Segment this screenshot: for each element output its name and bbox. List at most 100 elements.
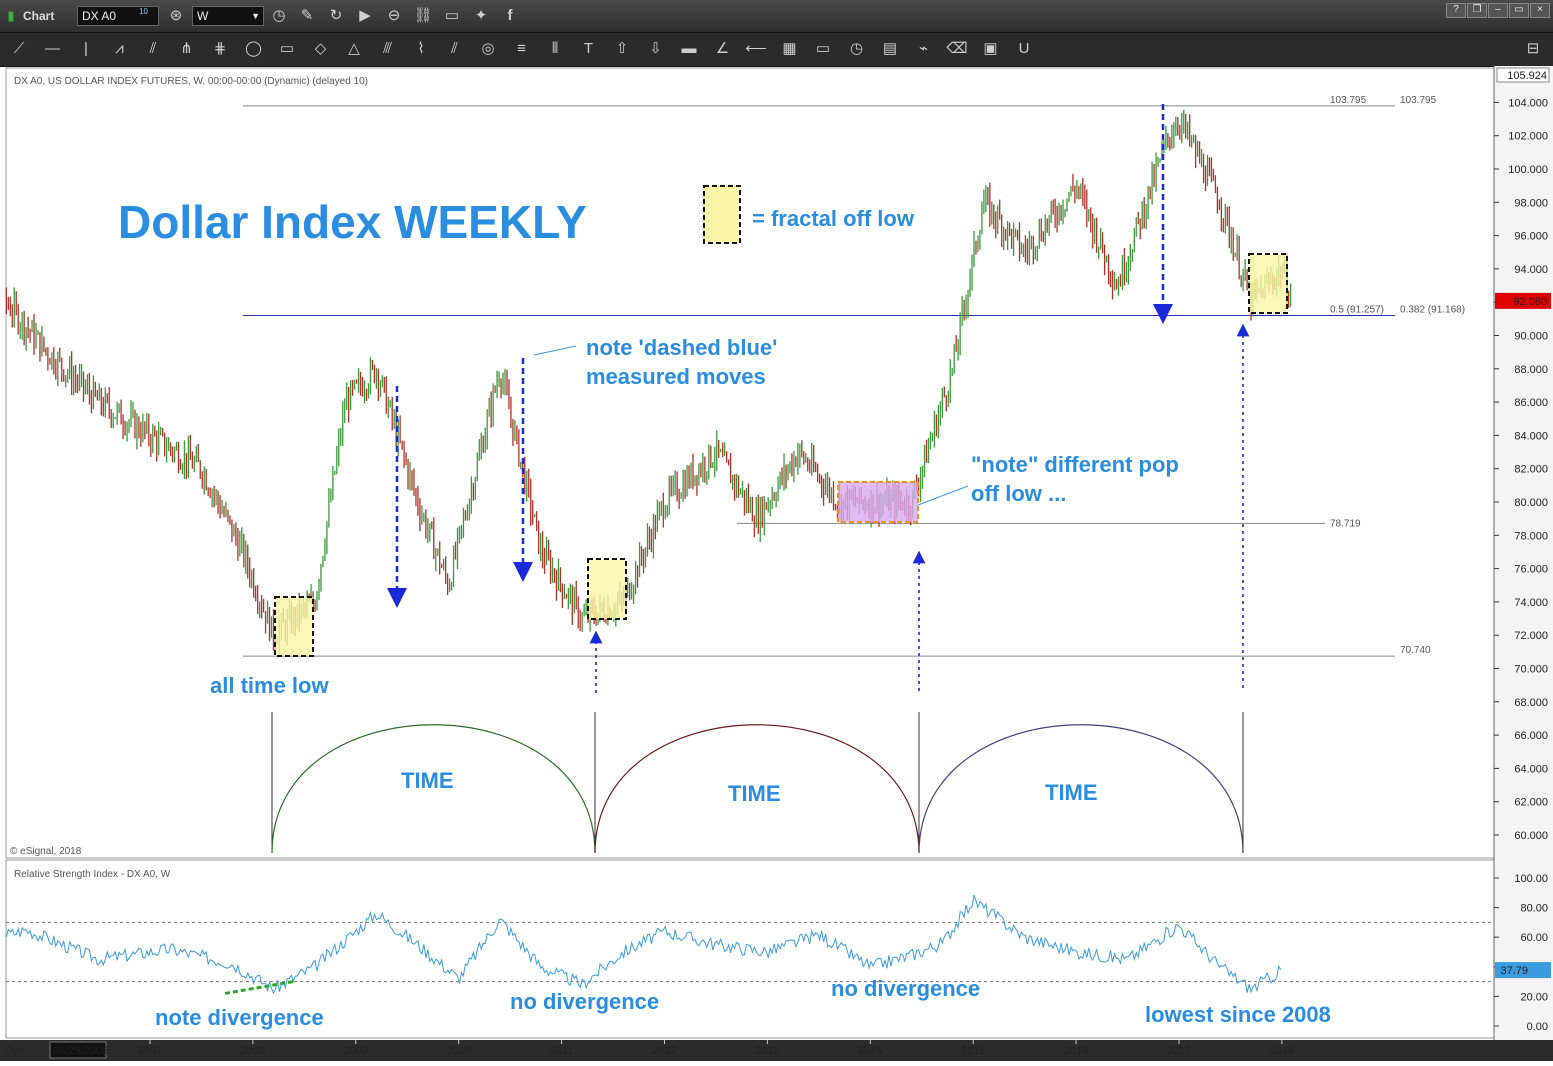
chat-icon[interactable]: ▣ [983, 40, 998, 57]
chart-header: DX A0, US DOLLAR INDEX FUTURES, W, 00:00… [14, 76, 368, 87]
year-label: 2016 [1064, 1045, 1088, 1057]
bottom-bar: Dyn 08/29/2005 2007 2008 2009 2010 2011 2012 201… [0, 1040, 1553, 1061]
fan-icon[interactable]: ⫽ [149, 40, 157, 57]
divergence-line [224, 980, 294, 995]
last-price-box [1495, 292, 1551, 309]
refresh-icon[interactable]: ↻ [329, 7, 343, 24]
fractal-box-1 [274, 596, 314, 657]
legend-fractal-box [703, 185, 741, 244]
legend-text: = fractal off low [752, 206, 915, 231]
window-title: Chart [23, 9, 55, 23]
rsi-line [5, 894, 1282, 995]
triangle-icon[interactable]: △ [348, 40, 360, 57]
grid-icon[interactable]: ▦ [782, 40, 797, 57]
pencil-icon[interactable]: ✎ [300, 7, 314, 24]
comment-icon[interactable]: ▭ [444, 7, 460, 24]
price-tick-label: 78.000 [1514, 530, 1548, 542]
mid-level-label: 78.719 [1330, 518, 1361, 529]
time-label-1: TIME [401, 768, 454, 793]
help-button[interactable]: ? [1446, 3, 1466, 18]
price-axis-background [1494, 66, 1553, 1040]
twitter-icon[interactable]: ✦ [474, 7, 488, 24]
price-tick-label: 62.000 [1514, 797, 1548, 809]
rsi-last-label: 37.79 [1500, 965, 1528, 977]
panel-settings-icon[interactable]: ⊟ [1526, 40, 1540, 57]
horizontal-lines-icon[interactable]: ≡ [517, 40, 526, 57]
interval-select[interactable]: W ▼ [192, 6, 264, 26]
maximize-button[interactable]: ▭ [1509, 3, 1529, 18]
arrow-down-icon[interactable]: ⇩ [649, 40, 662, 57]
gann-icon[interactable]: ⋕ [213, 40, 227, 57]
year-label: 2018 [1270, 1045, 1294, 1057]
lowest-since-label: lowest since 2008 [1145, 1002, 1331, 1027]
year-label: 2008 [241, 1045, 265, 1057]
symbol-value: DX A0 [82, 9, 117, 23]
parallel-lines-icon[interactable]: ⫽ [451, 40, 458, 57]
price-tick-label: 100.000 [1508, 164, 1548, 176]
note-divergence-label: note divergence [155, 1005, 324, 1030]
chart-app-icon: ▮ [7, 8, 15, 23]
year-label: 2012 [652, 1045, 676, 1057]
zoom-icon[interactable]: ⊖ [387, 7, 401, 24]
all-time-low-label: all time low [210, 673, 329, 698]
note-pointer-line [533, 345, 577, 356]
price-tick-label: 66.000 [1514, 730, 1548, 742]
channel-icon[interactable]: ⫻ [383, 40, 392, 57]
moe-icon[interactable]: ▭ [815, 40, 831, 57]
eraser-icon[interactable]: ⌫ [946, 40, 968, 57]
link-chain-icon[interactable]: ⛓ [413, 7, 433, 24]
clock-icon[interactable]: ◷ [272, 7, 286, 24]
arrow-up-icon[interactable]: ⇧ [615, 40, 629, 57]
period-icon[interactable]: ◷ [849, 40, 864, 57]
symbol-input[interactable]: DX A0 10 [77, 6, 159, 26]
angle-icon[interactable]: ∠ [715, 40, 730, 57]
rectangle-icon[interactable]: ▭ [279, 40, 295, 57]
line-tool-icon[interactable]: ⟋ [13, 40, 25, 57]
time-arc-1 [271, 724, 596, 854]
last-price-label: 92.080 [1513, 296, 1547, 308]
wave-icon[interactable]: ⩘ [115, 40, 124, 57]
price-tick-label: 98.000 [1514, 197, 1548, 209]
price-tick-label: 70.000 [1514, 664, 1548, 676]
rsi-header: Relative Strength Index - DX A0, W [14, 869, 171, 880]
price-tick-label: 68.000 [1514, 697, 1548, 709]
price-tick-label: 64.000 [1514, 763, 1548, 775]
pop-note-line2: off low ... [971, 481, 1066, 506]
circle-target-icon[interactable]: ◎ [481, 40, 495, 57]
vertical-lines-icon[interactable]: ⦀ [551, 40, 559, 57]
facebook-icon[interactable]: f [507, 7, 513, 24]
time-arc-3 [918, 724, 1244, 854]
magnet-icon[interactable]: U [1018, 40, 1030, 57]
horizontal-line-icon[interactable]: — [45, 40, 60, 57]
link-icon[interactable]: ⊛ [169, 7, 183, 24]
interval-value: W [197, 9, 209, 23]
price-tick-label: 94.000 [1514, 264, 1548, 276]
text-icon[interactable]: T [583, 40, 594, 57]
no-divergence-label-2: no divergence [831, 976, 980, 1001]
copy-button[interactable]: ❐ [1467, 3, 1487, 18]
vertical-line-icon[interactable]: | [84, 40, 88, 57]
price-tick-label: 88.000 [1514, 364, 1548, 376]
price-tick-label: 74.000 [1514, 597, 1548, 609]
rsi-tick-label: 0.00 [1527, 1021, 1548, 1033]
price-tick-label: 60.000 [1514, 830, 1548, 842]
price-tick-label: 80.000 [1514, 497, 1548, 509]
top-price-box [1496, 67, 1550, 83]
eraser-shape-icon[interactable]: ◇ [314, 40, 327, 57]
cycle-icon[interactable]: ⌇ [417, 40, 425, 57]
fib-fan-icon[interactable]: ⟵ [745, 40, 767, 57]
price-tick-label: 86.000 [1514, 397, 1548, 409]
chart-canvas[interactable]: DX A0, US DOLLAR INDEX FUTURES, W, 00:00… [0, 66, 1553, 1040]
price-tick-label: 72.000 [1514, 630, 1548, 642]
pitchfork-icon[interactable]: ⋔ [180, 40, 193, 57]
price-bars [5, 109, 1292, 653]
trend-icon[interactable]: ⌁ [918, 40, 929, 57]
pti-icon[interactable]: ▤ [882, 40, 898, 57]
minimize-button[interactable]: – [1488, 3, 1508, 18]
note-icon[interactable]: ▬ [681, 40, 697, 57]
no-divergence-label-1: no divergence [510, 989, 659, 1014]
close-button[interactable]: × [1530, 3, 1550, 18]
ellipse-icon[interactable]: ◯ [245, 40, 262, 57]
play-icon[interactable]: ▶ [359, 7, 371, 24]
year-label: 2014 [858, 1045, 882, 1057]
